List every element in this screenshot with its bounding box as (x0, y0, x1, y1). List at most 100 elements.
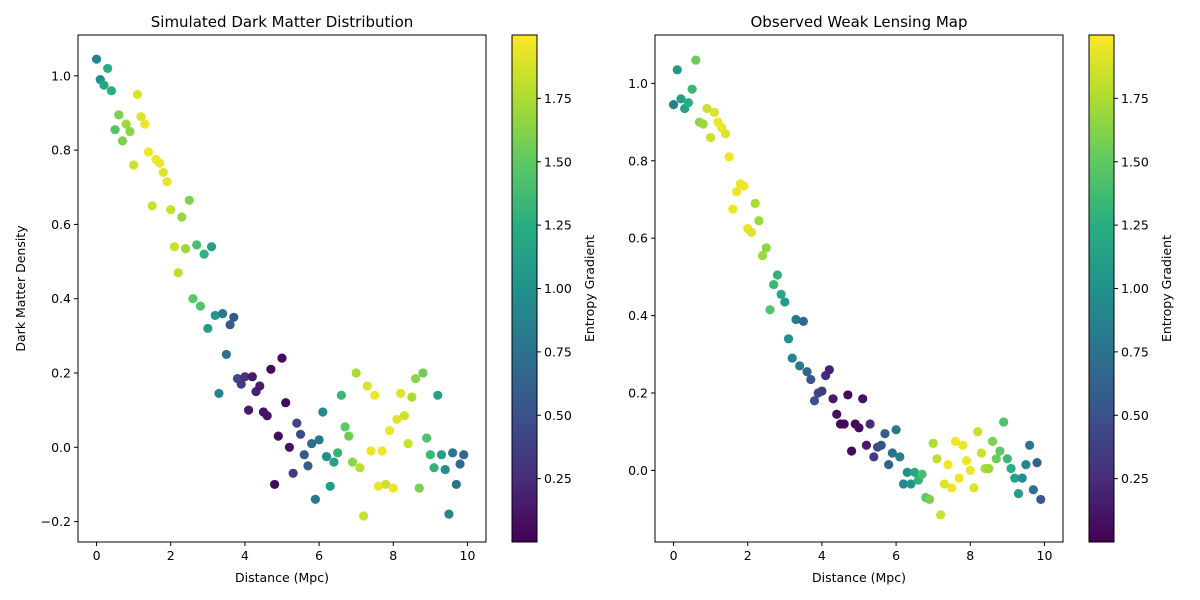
left-scatter-point-87 (414, 483, 424, 493)
left-scatter-point-0 (91, 54, 102, 64)
left-scatter-point-31 (206, 242, 217, 252)
right-scatter-point-74 (943, 460, 953, 470)
left-scatter-point-66 (336, 390, 346, 400)
right-scatter-point-52 (861, 440, 872, 450)
left-scatter-point-77 (377, 446, 387, 456)
left-colorbar-tick-label: 0.25 (544, 471, 572, 486)
left-chart-title: Simulated Dark Matter Distribution (151, 13, 414, 31)
left-y-tick-label: 0.4 (51, 291, 71, 306)
left-scatter-point-65 (333, 448, 343, 458)
left-scatter-point-54 (292, 418, 302, 428)
left-scatter-point-3 (103, 63, 113, 74)
right-scatter-point-85 (984, 463, 994, 474)
right-scatter-point-21 (746, 227, 757, 237)
left-scatter-point-72 (359, 511, 369, 521)
left-scatter-point-97 (451, 479, 461, 490)
right-y-tick-label: 0.0 (628, 463, 648, 478)
right-scatter-point-97 (1028, 485, 1038, 495)
left-scatter-point-67 (340, 422, 350, 432)
left-scatter-point-85 (407, 392, 417, 402)
right-scatter-point-98 (1032, 458, 1042, 468)
left-scatter-point-69 (347, 457, 358, 467)
left-scatter-point-94 (440, 464, 450, 475)
left-scatter-point-9 (125, 126, 135, 137)
left-scatter-point-22 (173, 268, 183, 278)
left-scatter-point-78 (381, 479, 391, 490)
left-scatter-point-46 (262, 411, 272, 421)
right-x-tick-label: 10 (1037, 548, 1053, 563)
left-scatter-point-33 (214, 388, 224, 399)
right-scatter-point-80 (965, 465, 975, 475)
right-scatter-point-75 (947, 483, 957, 493)
left-x-tick-label: 10 (460, 548, 476, 563)
right-x-tick-label: 4 (818, 548, 826, 563)
left-scatter-point-20 (166, 204, 176, 215)
right-x-tick-label: 6 (892, 548, 900, 563)
right-scatter-point-62 (898, 479, 909, 489)
right-scatter-point-22 (750, 198, 760, 208)
left-colorbar (512, 35, 537, 542)
right-scatter-point-4 (683, 98, 693, 108)
left-chart: Simulated Dark Matter Distribution 0 2 4 6 8… (13, 13, 597, 585)
right-scatter-point-70 (928, 438, 938, 448)
left-scatter-point-24 (180, 243, 191, 254)
right-scatter-point-63 (902, 467, 912, 477)
left-scatter-point-10 (129, 160, 139, 170)
right-scatter-point-56 (876, 440, 886, 450)
left-scatter-point-47 (266, 364, 276, 374)
right-scatter-point-48 (846, 446, 857, 456)
right-y-axis: 0.0 0.2 0.4 0.6 0.8 1.0 (628, 76, 655, 478)
left-scatter-point-12 (136, 112, 146, 122)
right-scatter-point-19 (739, 181, 749, 191)
right-scatter-point-64 (906, 479, 916, 489)
right-scatter-point-38 (809, 396, 820, 406)
right-scatter-point-24 (757, 251, 768, 261)
left-scatter-point-8 (121, 119, 131, 129)
right-scatter-point-44 (832, 409, 842, 419)
right-y-tick-label: 1.0 (628, 76, 648, 91)
right-scatter-point-92 (1010, 473, 1020, 483)
left-scatter-point-86 (410, 373, 421, 384)
left-x-tick-label: 6 (315, 548, 323, 563)
right-scatter-point-95 (1021, 460, 1031, 470)
left-scatter-point-79 (384, 425, 395, 436)
left-scatter-point-41 (244, 405, 254, 415)
right-x-tick-label: 8 (966, 548, 974, 563)
left-scatter-point-84 (403, 438, 413, 449)
left-scatter-point-49 (273, 431, 283, 441)
right-scatter-point-43 (828, 394, 838, 404)
right-scatter-point-15 (724, 152, 734, 162)
right-scatter-point-50 (854, 423, 864, 433)
left-colorbar-tick-label: 0.75 (544, 344, 572, 359)
right-scatter-point-58 (884, 460, 894, 470)
right-scatter-point-54 (869, 452, 879, 462)
right-scatter-point-6 (691, 55, 701, 65)
right-colorbar-tick-label: 0.25 (1121, 471, 1149, 486)
left-x-tick-label: 0 (93, 548, 101, 563)
left-scatter-point-63 (325, 481, 335, 491)
right-scatter-point-78 (958, 440, 968, 450)
left-scatter-point-35 (221, 349, 231, 360)
right-x-tick-label: 2 (744, 548, 752, 563)
left-scatter-point-11 (132, 89, 142, 100)
left-colorbar-tick-label: 0.50 (544, 408, 572, 423)
right-scatter-point-14 (720, 129, 731, 139)
left-scatter-point-95 (444, 509, 454, 519)
right-scatter-point-34 (795, 361, 805, 371)
right-scatter-point-31 (783, 334, 794, 344)
right-chart: Observed Weak Lensing Map 0 2 4 6 8 10 0.0 0.2… (628, 13, 1174, 585)
right-scatter-point-82 (973, 427, 983, 437)
left-scatter-point-19 (162, 177, 172, 187)
left-scatter-point-28 (195, 301, 205, 311)
right-scatter-point-11 (709, 107, 719, 117)
right-scatter-point-69 (924, 494, 935, 505)
left-scatter-point-55 (295, 429, 306, 439)
left-scatter-point-29 (199, 249, 209, 259)
left-x-tick-label: 8 (389, 548, 397, 563)
right-scatter-point-60 (891, 425, 901, 435)
right-y-tick-label: 0.2 (628, 385, 648, 400)
right-scatter-point-88 (995, 446, 1005, 456)
left-scatter-point-96 (448, 448, 458, 458)
right-scatter-point-35 (798, 316, 808, 326)
